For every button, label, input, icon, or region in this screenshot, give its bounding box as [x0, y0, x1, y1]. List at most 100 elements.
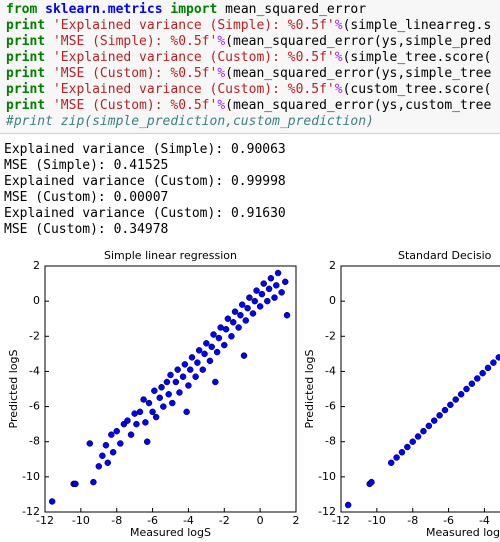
point	[206, 357, 214, 365]
output-line: MSE (Simple): 0.41525	[4, 158, 169, 173]
y-tick-label: -12	[318, 505, 336, 518]
axes-frame	[340, 265, 500, 513]
x-tick-label: -10	[72, 514, 90, 527]
code-token: (simple_linearreg.s	[342, 18, 492, 33]
y-tick-label: -8	[325, 435, 336, 448]
point	[217, 324, 224, 331]
y-tick-label: -10	[318, 470, 336, 483]
point	[156, 394, 163, 402]
code-token: 'MSE (Simple): %0.5f'	[52, 34, 218, 49]
point	[186, 366, 194, 373]
y-tick-label: -4	[325, 364, 336, 377]
point	[246, 294, 253, 301]
point	[344, 501, 352, 509]
point	[136, 408, 144, 416]
point	[409, 438, 416, 445]
code-line: #print zip(simple_prediction,custom_pred…	[0, 114, 500, 130]
point	[273, 282, 280, 289]
point	[199, 366, 207, 373]
y-tick-label: -8	[29, 435, 40, 448]
code-line: from sklearn.metrics import mean_squared…	[0, 2, 500, 18]
y-axis-label: Predicted logS	[303, 350, 316, 429]
point	[495, 354, 500, 361]
x-tick-label: -12	[36, 514, 54, 527]
code-token: print	[6, 98, 46, 113]
x-tick-label: -8	[111, 514, 122, 527]
point	[160, 403, 167, 410]
point	[99, 452, 106, 460]
x-tick-label: -4	[183, 514, 194, 527]
point	[249, 310, 257, 317]
point	[86, 440, 94, 447]
point	[195, 347, 203, 354]
point	[221, 341, 228, 349]
point	[188, 354, 196, 361]
code-token: sklearn.metrics	[45, 2, 163, 17]
point	[201, 350, 208, 358]
output-line: Explained variance (Simple): 0.90063	[4, 142, 286, 157]
code-token: %	[334, 18, 343, 33]
code-line: print 'Explained variance (Custom): %0.5…	[0, 50, 500, 66]
point	[283, 311, 291, 319]
point	[113, 427, 120, 435]
point	[430, 417, 438, 424]
code-token: print	[6, 50, 46, 65]
point	[398, 449, 406, 456]
point	[145, 399, 153, 407]
point	[258, 290, 266, 298]
code-token: (mean_squared_error(ys,custom_tree	[225, 98, 492, 113]
point	[474, 375, 481, 382]
code-token: %	[217, 98, 226, 113]
y-tick-label: -2	[29, 329, 40, 342]
point	[174, 366, 181, 373]
point	[158, 383, 165, 391]
point	[133, 420, 140, 428]
code-token: 'MSE (Custom): %0.5f'	[52, 98, 218, 113]
code-token: 'MSE (Custom): %0.5f'	[52, 66, 218, 81]
code-token: mean_squared_error	[217, 2, 367, 17]
point	[271, 294, 278, 301]
y-tick-label: 0	[33, 294, 40, 307]
point	[238, 301, 246, 308]
x-axis-label: Measured logS	[130, 526, 211, 539]
point	[265, 285, 273, 293]
y-tick-label: 0	[329, 294, 336, 307]
point	[48, 498, 56, 505]
point	[393, 454, 400, 461]
chart-title: Standard Decisio	[398, 249, 492, 262]
code-token: %	[217, 34, 226, 49]
code-line: print 'MSE (Simple): %0.5f'%(mean_square…	[0, 34, 500, 50]
code-token: print	[6, 34, 46, 49]
point	[240, 352, 248, 359]
point	[228, 333, 235, 340]
y-tick-label: -6	[325, 400, 336, 413]
point	[436, 412, 443, 419]
x-tick-label: 2	[293, 514, 300, 527]
x-tick-label: -6	[443, 514, 454, 527]
point	[210, 331, 217, 338]
code-token: import	[170, 2, 218, 17]
point	[212, 378, 219, 386]
y-tick-label: 2	[329, 259, 336, 272]
axes-frame	[44, 265, 297, 513]
point	[72, 480, 79, 488]
code-token: (simple_tree.score(	[342, 50, 492, 65]
point	[131, 410, 138, 417]
point	[244, 304, 251, 312]
point	[169, 399, 176, 407]
code-token: print	[6, 66, 46, 81]
code-token: %	[217, 66, 226, 81]
point	[181, 361, 189, 368]
y-tick-label: -10	[22, 470, 40, 483]
point	[143, 438, 151, 445]
y-axis-label: Predicted logS	[7, 350, 20, 429]
point	[90, 478, 97, 486]
point	[490, 359, 497, 366]
point	[404, 443, 411, 451]
point	[253, 287, 260, 294]
code-token: print	[6, 18, 46, 33]
point	[251, 297, 259, 305]
x-tick-label: -4	[479, 514, 490, 527]
output-line: MSE (Custom): 0.34978	[4, 222, 169, 237]
